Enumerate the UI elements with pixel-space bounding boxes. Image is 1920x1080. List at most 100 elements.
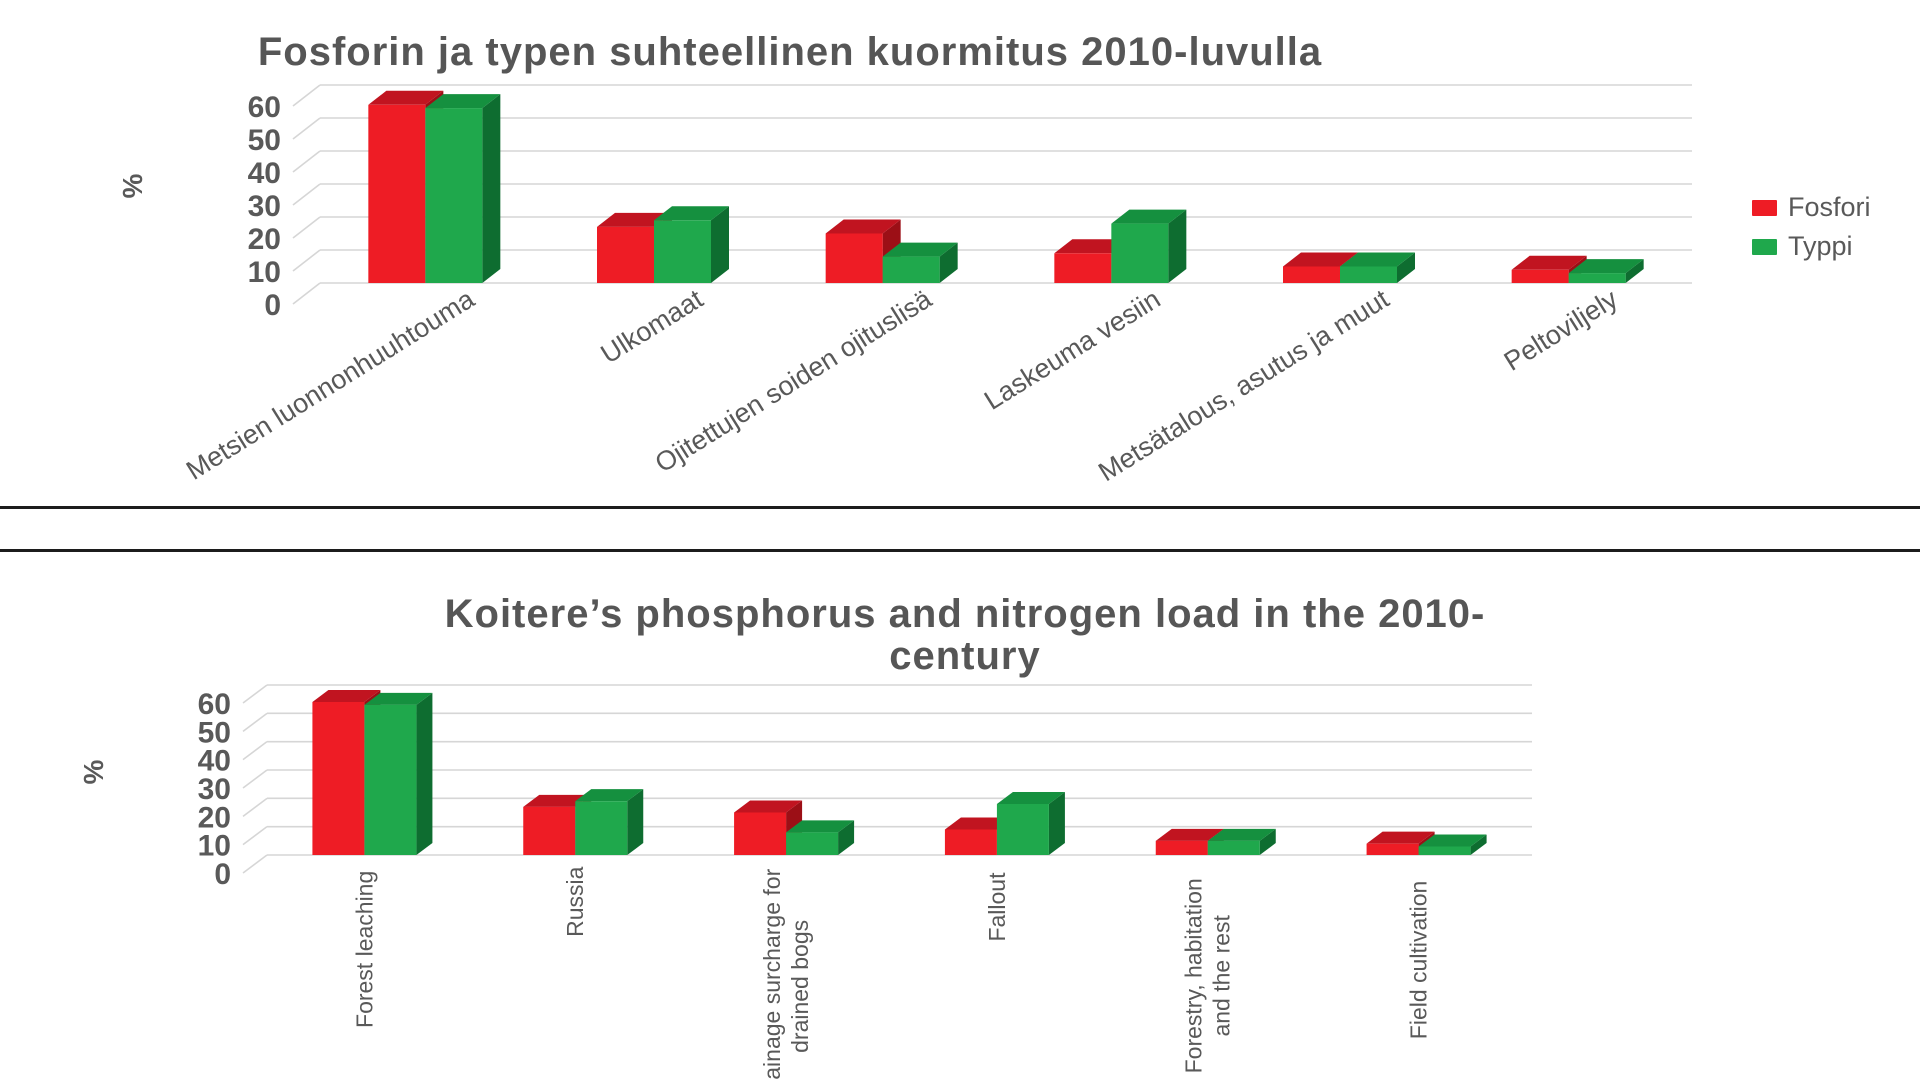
legend-label: Fosfori <box>1788 192 1871 222</box>
bar-phosphorus <box>944 829 997 855</box>
bar-side-typpi <box>1625 259 1644 283</box>
bar-top-phosphorus <box>944 817 1013 830</box>
bar-top-fosfori <box>1054 239 1130 254</box>
bar-side-nitrogen <box>627 789 644 855</box>
bar-nitrogen <box>364 704 417 855</box>
y-tick-label: 60 <box>198 688 231 721</box>
category-label: Peltoviljely <box>1499 283 1623 376</box>
y-axis-label: % <box>78 759 109 784</box>
y-tick-label: 0 <box>264 289 281 322</box>
y-tick-label: 60 <box>248 91 281 124</box>
bar-side-typpi <box>1168 209 1187 283</box>
axis-depth-tick <box>292 117 321 140</box>
axis-depth-tick <box>242 826 268 846</box>
axis-depth-tick <box>242 741 268 761</box>
bar-nitrogen <box>575 801 628 855</box>
section-divider-line <box>0 506 1920 509</box>
bar-top-nitrogen <box>996 792 1065 804</box>
bar-top-fosfori <box>1511 255 1587 270</box>
legend-item-typpi: Typpi <box>1752 231 1871 262</box>
bar-phosphorus <box>312 702 365 855</box>
bar-typpi <box>1340 266 1397 283</box>
bar-typpi <box>654 220 711 283</box>
bar-top-typpi <box>1568 259 1644 274</box>
bar-phosphorus <box>523 806 576 855</box>
bar-side-typpi <box>939 242 958 283</box>
axis-depth-tick <box>242 854 268 874</box>
bar-phosphorus <box>1366 843 1419 855</box>
axis-depth-tick <box>292 249 321 272</box>
typpi-swatch-icon <box>1752 238 1777 255</box>
y-tick-label: 10 <box>248 256 281 289</box>
english-chart-title: Koitere’s phosphorus and nitrogen load i… <box>215 593 1715 677</box>
english-chart-title-line2: century <box>889 633 1041 678</box>
section-divider-line <box>0 549 1920 552</box>
bar-fosfori <box>825 233 883 283</box>
bar-side-nitrogen <box>838 820 855 855</box>
y-tick-label: 30 <box>198 773 231 806</box>
axis-depth-tick <box>242 797 268 817</box>
axis-depth-tick <box>292 84 321 107</box>
bar-top-phosphorus <box>734 800 803 813</box>
bar-phosphorus <box>734 812 787 855</box>
bar-fosfori <box>368 104 426 283</box>
legend-label: Typpi <box>1788 231 1853 261</box>
bar-fosfori <box>1511 269 1569 283</box>
category-label: Russia <box>562 866 588 937</box>
legend-item-fosfori: Fosfori <box>1752 192 1871 223</box>
bar-top-fosfori <box>1283 252 1358 267</box>
axis-depth-tick <box>292 216 321 239</box>
bar-top-phosphorus <box>1366 831 1435 844</box>
axis-depth-tick <box>292 150 321 173</box>
bar-side-nitrogen <box>416 692 433 855</box>
bar-top-fosfori <box>597 212 672 227</box>
bar-top-phosphorus <box>1155 828 1224 841</box>
bar-side-nitrogen <box>1048 792 1065 855</box>
bar-top-typpi <box>654 206 729 221</box>
bar-nitrogen <box>996 804 1049 855</box>
category-label: Drainage surcharge for <box>759 868 785 1080</box>
bar-top-typpi <box>1340 252 1415 267</box>
bar-top-typpi <box>1111 209 1187 224</box>
bar-typpi <box>1111 223 1169 283</box>
bar-side-nitrogen <box>1259 828 1276 855</box>
bar-top-nitrogen <box>364 692 433 705</box>
bar-top-phosphorus <box>312 690 381 702</box>
bar-nitrogen <box>786 832 839 855</box>
bar-side-typpi <box>711 206 729 283</box>
category-label: Ulkomaat <box>596 283 709 369</box>
category-label: Metsien luonnonhuuhtouma <box>181 283 480 486</box>
fosfori-swatch-icon <box>1752 199 1777 216</box>
y-tick-label: 0 <box>214 858 231 891</box>
category-label: and the rest <box>1209 914 1235 1036</box>
bar-top-nitrogen <box>786 820 855 833</box>
bar-fosfori <box>1054 253 1112 283</box>
bar-top-typpi <box>882 242 958 257</box>
category-label: drained bogs <box>787 920 813 1053</box>
bar-side-nitrogen <box>1470 834 1487 855</box>
axis-depth-tick <box>242 684 268 704</box>
bar-top-fosfori <box>368 90 444 105</box>
category-label: Laskeuma vesiin <box>979 284 1165 416</box>
bar-typpi <box>1568 273 1626 283</box>
axis-depth-tick <box>292 183 321 206</box>
finnish-chart-panel: Fosforin ja typen suhteellinen kuormitus… <box>0 0 1920 506</box>
bar-top-typpi <box>425 94 501 109</box>
bar-nitrogen <box>1418 846 1471 855</box>
category-label: Field cultivation <box>1406 881 1432 1040</box>
category-label: Fallout <box>984 872 1010 942</box>
y-tick-label: 40 <box>198 745 231 778</box>
y-axis-label: % <box>117 173 148 198</box>
y-tick-label: 30 <box>248 190 281 223</box>
english-chart-panel: Koitere’s phosphorus and nitrogen load i… <box>0 552 1920 1080</box>
english-chart-title-line1: Koitere’s phosphorus and nitrogen load i… <box>444 591 1486 636</box>
finnish-chart-title: Fosforin ja typen suhteellinen kuormitus… <box>257 29 1323 74</box>
bar-fosfori <box>597 226 654 283</box>
bar-phosphorus <box>1155 840 1208 855</box>
y-tick-label: 20 <box>198 801 231 834</box>
bar-top-phosphorus <box>523 794 592 807</box>
bar-top-nitrogen <box>1207 828 1276 841</box>
